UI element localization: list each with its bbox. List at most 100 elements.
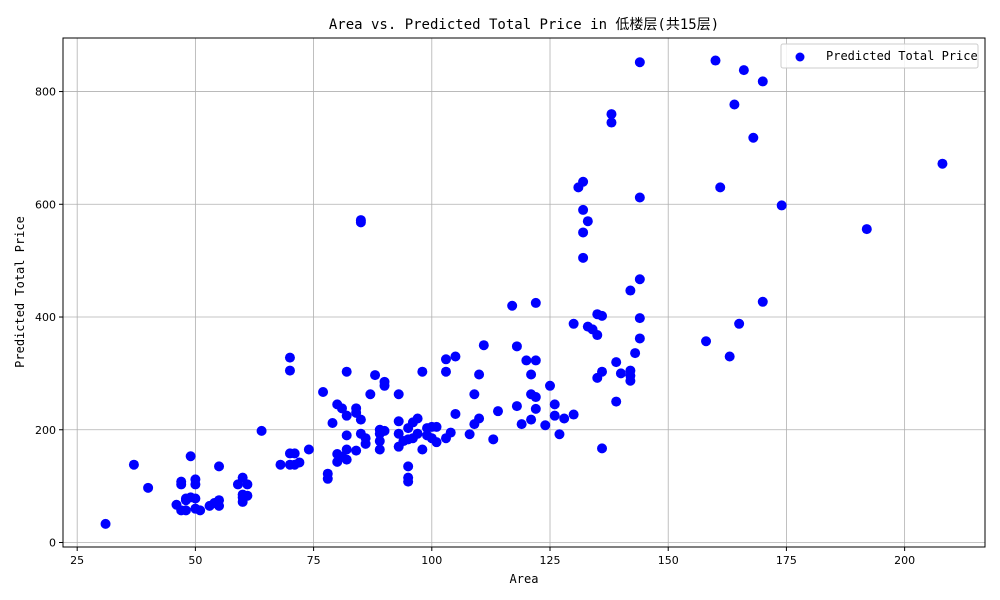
data-point — [256, 425, 267, 436]
y-tick-label: 200 — [35, 424, 56, 437]
y-tick-label: 400 — [35, 311, 56, 324]
data-point — [360, 438, 371, 449]
data-point — [450, 408, 461, 419]
legend-entry: Predicted Total Price — [826, 49, 978, 63]
data-point — [540, 420, 551, 431]
x-tick-label: 100 — [421, 554, 442, 567]
data-point — [526, 414, 537, 425]
grid-lines — [63, 38, 985, 547]
data-point — [606, 117, 617, 128]
data-point — [403, 476, 414, 487]
data-point — [597, 443, 608, 454]
data-point — [634, 192, 645, 203]
data-point — [176, 476, 187, 487]
data-point — [597, 310, 608, 321]
data-point — [303, 444, 314, 455]
data-point — [464, 429, 475, 440]
data-point — [549, 410, 560, 421]
data-point — [190, 474, 201, 485]
data-point — [597, 366, 608, 377]
data-point — [322, 473, 333, 484]
data-point — [545, 380, 556, 391]
data-point — [417, 444, 428, 455]
data-point — [275, 459, 286, 470]
data-point — [195, 505, 206, 516]
data-point — [582, 216, 593, 227]
data-point — [190, 493, 201, 504]
data-points — [100, 55, 948, 529]
data-point — [937, 158, 948, 169]
data-point — [757, 296, 768, 307]
data-point — [625, 375, 636, 386]
data-point — [578, 176, 589, 187]
data-point — [630, 348, 641, 359]
data-point — [403, 461, 414, 472]
data-point — [521, 355, 532, 366]
data-point — [128, 459, 139, 470]
data-point — [100, 518, 111, 529]
chart-title: Area vs. Predicted Total Price in 低楼层(共1… — [329, 17, 719, 33]
data-point — [393, 416, 404, 427]
data-point — [374, 444, 385, 455]
data-point — [861, 224, 872, 235]
legend-marker — [795, 52, 805, 62]
data-point — [440, 366, 451, 377]
data-point — [431, 437, 442, 448]
data-point — [379, 425, 390, 436]
x-tick-label: 200 — [894, 554, 915, 567]
plot-frame — [62, 37, 986, 548]
data-point — [341, 444, 352, 455]
data-point — [511, 341, 522, 352]
data-point — [341, 410, 352, 421]
y-tick-label: 800 — [35, 86, 56, 99]
data-point — [625, 285, 636, 296]
data-point — [469, 389, 480, 400]
data-point — [445, 427, 456, 438]
data-point — [355, 215, 366, 226]
data-point — [351, 445, 362, 456]
x-tick-label: 75 — [307, 554, 321, 567]
data-point — [701, 336, 712, 347]
data-point — [370, 370, 381, 381]
data-point — [214, 500, 225, 511]
data-point — [318, 386, 329, 397]
x-tick-label: 175 — [776, 554, 797, 567]
data-point — [634, 333, 645, 344]
data-point — [634, 57, 645, 68]
data-point — [507, 300, 518, 311]
data-point — [592, 330, 603, 341]
data-point — [180, 505, 191, 516]
data-point — [710, 55, 721, 66]
data-point — [530, 355, 541, 366]
data-point — [412, 413, 423, 424]
data-point — [634, 274, 645, 285]
data-point — [417, 366, 428, 377]
data-point — [474, 413, 485, 424]
data-point — [327, 417, 338, 428]
legend: Predicted Total Price — [780, 43, 979, 69]
data-point — [738, 65, 749, 76]
axis-ticks: 25 50 75 100 125 150 175 200 0 200 400 600 800 — [35, 86, 915, 567]
data-point — [450, 351, 461, 362]
data-point — [289, 448, 300, 459]
y-tick-label: 0 — [49, 536, 56, 549]
data-point — [559, 413, 570, 424]
y-axis-label: Predicted Total Price — [13, 216, 27, 368]
data-point — [729, 99, 740, 110]
data-point — [530, 297, 541, 308]
x-tick-label: 25 — [70, 554, 84, 567]
data-point — [341, 430, 352, 441]
data-point — [374, 436, 385, 447]
x-tick-label: 50 — [188, 554, 202, 567]
data-point — [284, 352, 295, 363]
data-point — [578, 227, 589, 238]
data-point — [748, 132, 759, 143]
data-point — [516, 419, 527, 430]
x-tick-label: 125 — [540, 554, 561, 567]
data-point — [549, 399, 560, 410]
data-point — [606, 109, 617, 120]
data-point — [578, 204, 589, 215]
data-point — [615, 368, 626, 379]
